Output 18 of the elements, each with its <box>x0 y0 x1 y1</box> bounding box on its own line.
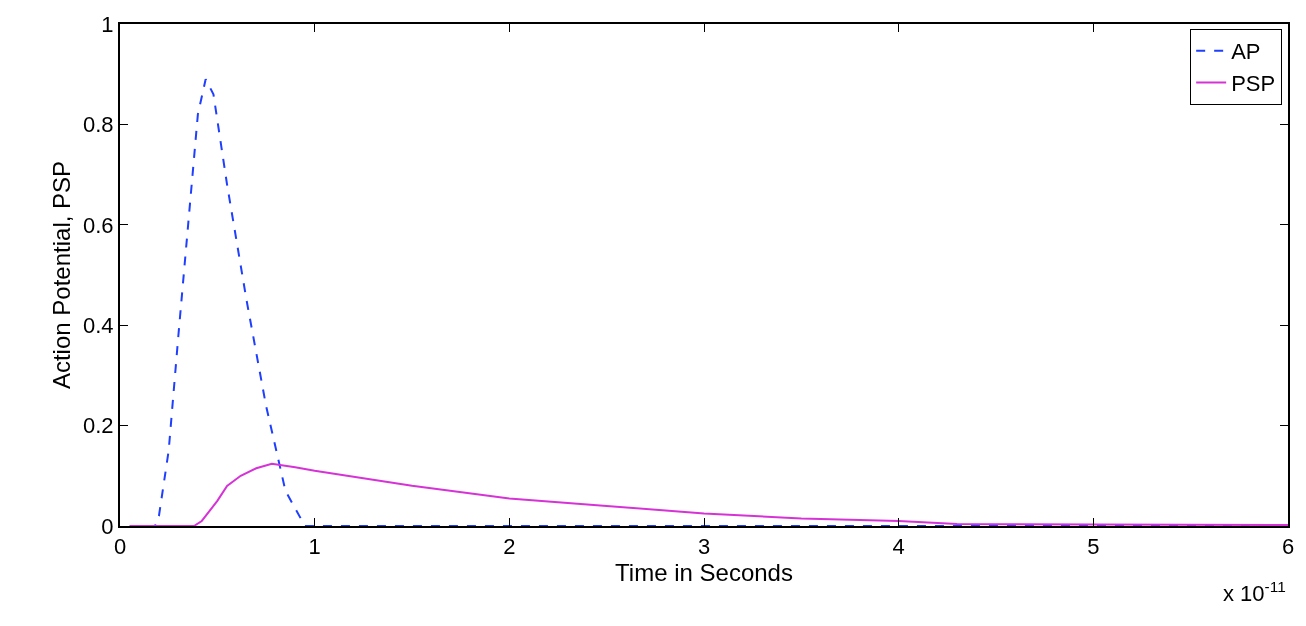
line-series <box>128 462 1288 526</box>
y-tick-label: 0 <box>101 513 114 539</box>
y-tick-label: 0.8 <box>83 112 114 138</box>
x-tick-label: 4 <box>892 534 905 560</box>
y-tick-label: 0.2 <box>83 413 114 439</box>
x-tick-label: 3 <box>697 534 711 560</box>
x-tick-label: 6 <box>1281 534 1295 560</box>
y-tick-label: 0.4 <box>83 312 114 338</box>
x-tick-label: 5 <box>1087 534 1100 560</box>
x-tick-label: 1 <box>308 534 321 560</box>
y-axis-title: Action Potential, PSP <box>47 160 75 390</box>
y-tick-label: 0.6 <box>83 212 114 238</box>
x-tick-label: 2 <box>503 534 516 560</box>
legend-label: PSP <box>1231 71 1276 96</box>
legend-label: AP <box>1231 39 1261 65</box>
y-tick-label: 1 <box>101 11 114 37</box>
text: x 10$^{-11}$ <box>1223 578 1286 607</box>
x-axis-title: Time in Seconds <box>615 559 793 587</box>
